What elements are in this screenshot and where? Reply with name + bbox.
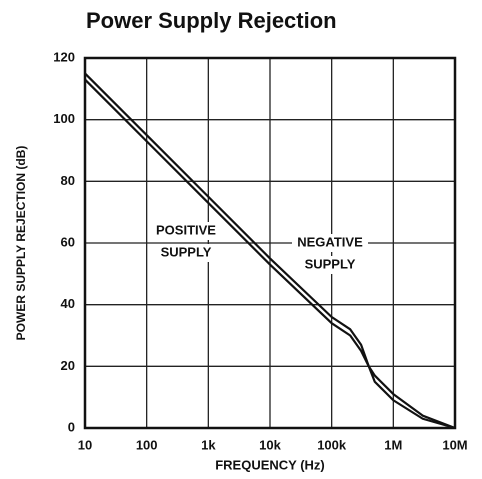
y-tick-label: 60 <box>61 234 75 249</box>
x-tick-label: 1k <box>201 437 216 452</box>
annotation: POSITIVE <box>156 222 216 237</box>
annotation: NEGATIVE <box>297 234 363 249</box>
chart-title: Power Supply Rejection <box>86 8 337 33</box>
x-tick-label: 10 <box>78 437 92 452</box>
annotation: SUPPLY <box>305 256 356 271</box>
x-tick-label: 10M <box>442 437 467 452</box>
series-line <box>84 72 456 430</box>
annotation-bg <box>292 234 368 252</box>
x-tick-label: 1M <box>384 437 402 452</box>
annotation: SUPPLY <box>161 244 212 259</box>
y-tick-label: 120 <box>53 49 75 64</box>
plot-frame <box>83 56 457 430</box>
y-tick-label: 20 <box>61 358 75 373</box>
series-line <box>84 78 456 430</box>
y-tick-label: 100 <box>53 111 75 126</box>
x-tick-label: 100k <box>317 437 347 452</box>
annotation-bg <box>148 222 224 240</box>
y-tick-label: 80 <box>61 173 75 188</box>
x-axis-label: FREQUENCY (Hz) <box>215 457 325 472</box>
annotation-bg <box>148 244 224 262</box>
x-tick-label: 10k <box>259 437 281 452</box>
annotation-bg <box>292 256 368 274</box>
x-tick-label: 100 <box>136 437 158 452</box>
y-tick-label: 0 <box>68 419 75 434</box>
y-axis-label: POWER SUPPLY REJECTION (dB) <box>14 146 28 341</box>
y-tick-label: 40 <box>61 296 75 311</box>
